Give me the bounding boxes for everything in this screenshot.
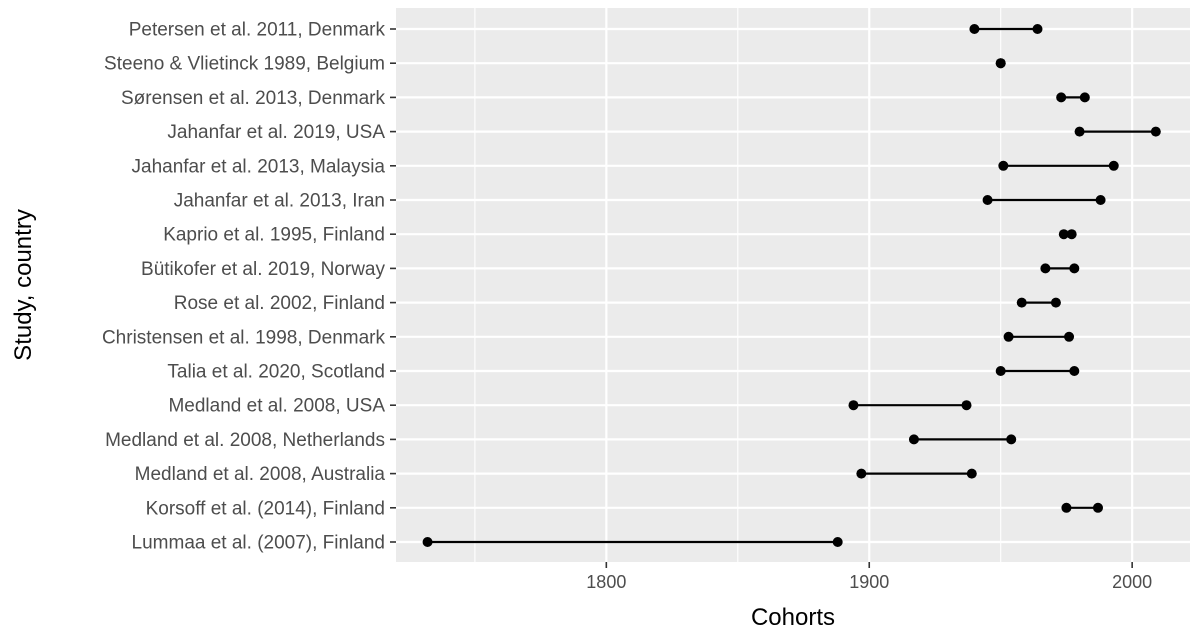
start-point [998, 160, 1009, 171]
end-point [832, 537, 843, 547]
y-tick-label: Talia et al. 2020, Scotland [167, 362, 385, 383]
end-point [1064, 331, 1075, 342]
end-point [1150, 126, 1161, 137]
y-axis: Petersen et al. 2011, Denmark Steeno & Vl… [102, 20, 396, 554]
start-point [908, 434, 919, 445]
y-tick-label: Sørensen et al. 2013, Denmark [121, 88, 386, 109]
start-point [856, 468, 867, 479]
start-point [848, 400, 859, 411]
start-point [1058, 229, 1069, 240]
y-tick-label: Jahanfar et al. 2013, Iran [174, 191, 385, 212]
y-tick-label: Medland et al. 2008, USA [168, 396, 385, 417]
y-tick-label: Christensen et al. 1998, Denmark [102, 327, 386, 348]
y-tick-label: Korsoff et al. (2014), Finland [146, 498, 385, 519]
start-point [1016, 297, 1027, 308]
end-point [966, 468, 977, 479]
end-point [1069, 263, 1080, 274]
y-tick-label: Medland et al. 2008, Australia [135, 464, 386, 485]
y-tick-label: Medland et al. 2008, Netherlands [105, 430, 385, 451]
y-tick-label: Jahanfar et al. 2019, USA [167, 122, 385, 143]
x-tick-label: 1900 [849, 572, 889, 592]
end-point [995, 58, 1006, 69]
y-tick-label: Kaprio et al. 1995, Finland [163, 225, 385, 246]
end-point [1108, 160, 1119, 171]
y-tick-label: Petersen et al. 2011, Denmark [129, 20, 386, 41]
x-tick-label: 1800 [586, 572, 626, 592]
plot-panel [396, 8, 1190, 562]
end-point [1069, 366, 1080, 376]
y-tick-label: Jahanfar et al. 2013, Malaysia [132, 156, 386, 177]
y-tick-label: Lummaa et al. (2007), Finland [132, 533, 385, 554]
start-point [995, 366, 1006, 376]
end-point [961, 400, 972, 411]
x-axis: 1800 1900 2000 [586, 562, 1152, 592]
start-point [1061, 502, 1072, 513]
end-point [1032, 24, 1043, 34]
end-point [1092, 502, 1103, 513]
data-marks [422, 24, 1161, 547]
y-tick-label: Bütikofer et al. 2019, Norway [141, 259, 385, 280]
x-tick-label: 2000 [1112, 572, 1152, 592]
start-point [969, 24, 980, 34]
start-point [1040, 263, 1051, 274]
y-tick-label: Rose et al. 2002, Finland [174, 293, 385, 314]
x-axis-title: Cohorts [751, 604, 835, 631]
start-point [422, 537, 433, 547]
end-point [1095, 195, 1106, 205]
start-point [1074, 126, 1085, 137]
start-point [982, 195, 993, 205]
y-axis-title: Study, country [10, 209, 37, 361]
start-point [1056, 92, 1067, 103]
end-point [1006, 434, 1017, 445]
end-point [1079, 92, 1090, 103]
start-point [1003, 331, 1014, 342]
end-point [1066, 229, 1077, 240]
end-point [1050, 297, 1061, 308]
y-tick-label: Steeno & Vlietinck 1989, Belgium [104, 54, 385, 75]
